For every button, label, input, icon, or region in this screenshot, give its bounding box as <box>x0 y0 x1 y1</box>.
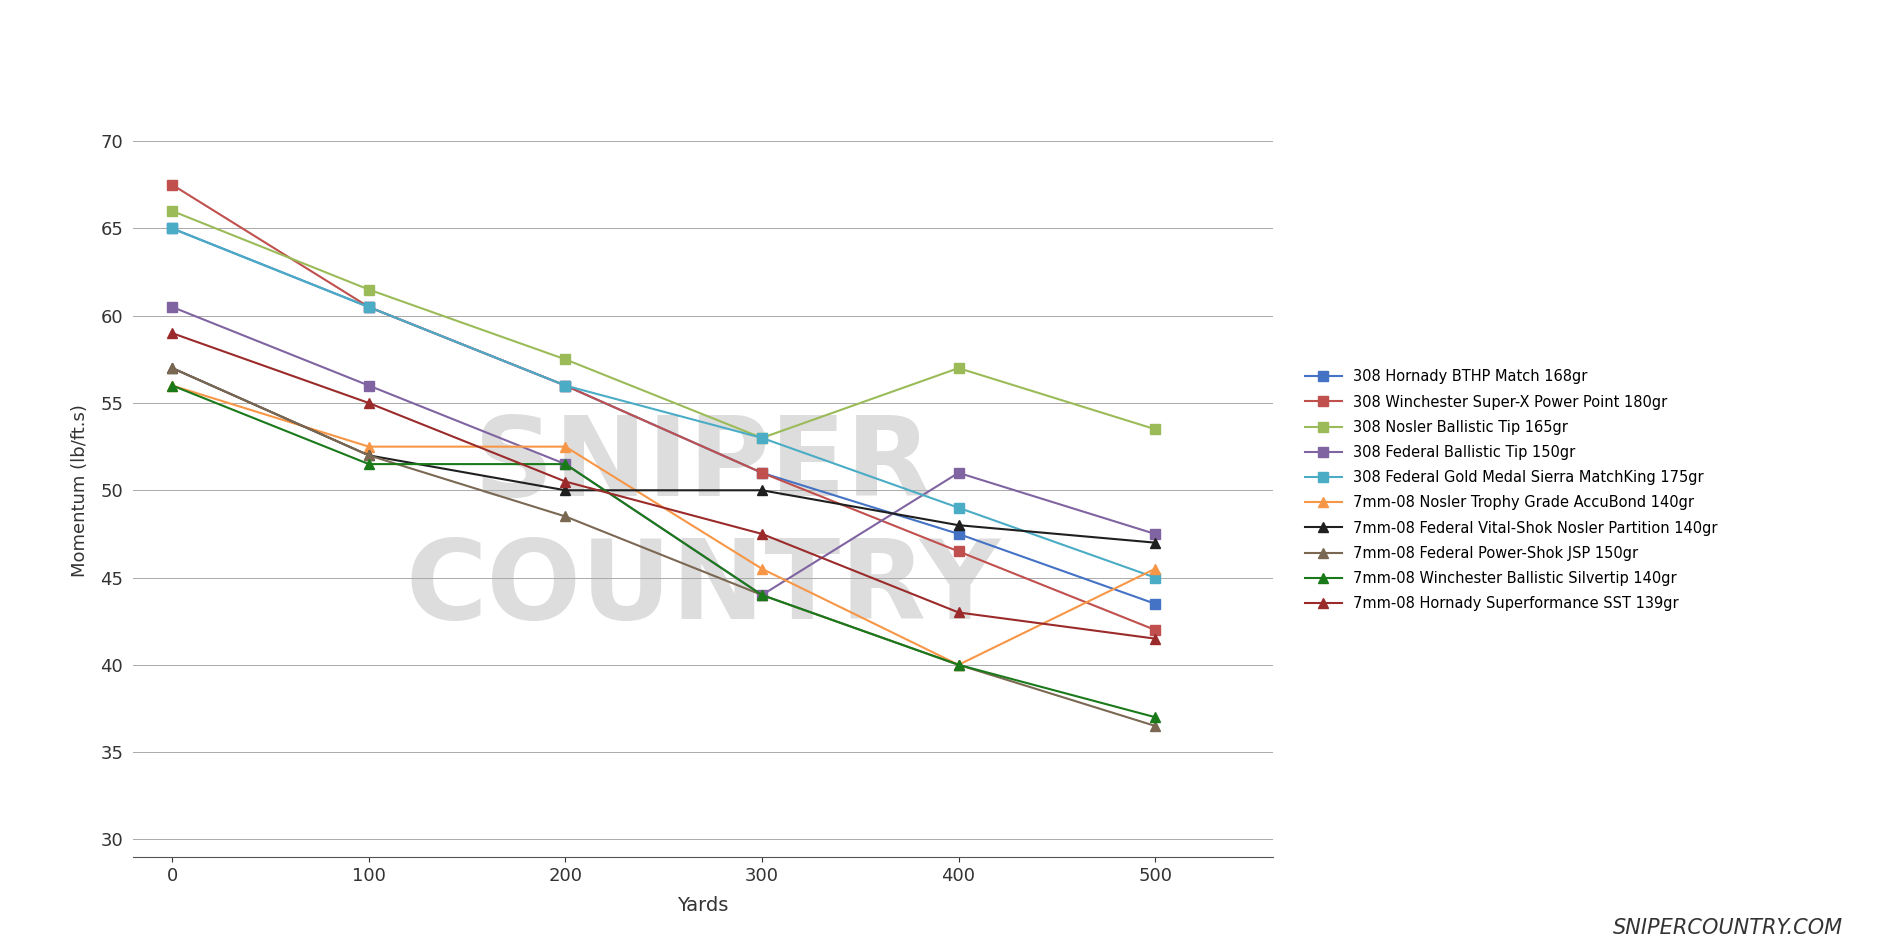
Y-axis label: Momentum (lb/ft.s): Momentum (lb/ft.s) <box>70 404 89 577</box>
X-axis label: Yards: Yards <box>676 896 730 915</box>
Text: SNIPER
COUNTRY: SNIPER COUNTRY <box>405 411 1001 643</box>
Text: SNIPERCOUNTRY.COM: SNIPERCOUNTRY.COM <box>1613 918 1843 938</box>
Text: MOMENTUM: MOMENTUM <box>665 16 1235 98</box>
Legend: 308 Hornady BTHP Match 168gr, 308 Winchester Super-X Power Point 180gr, 308 Nosl: 308 Hornady BTHP Match 168gr, 308 Winche… <box>1300 364 1723 617</box>
